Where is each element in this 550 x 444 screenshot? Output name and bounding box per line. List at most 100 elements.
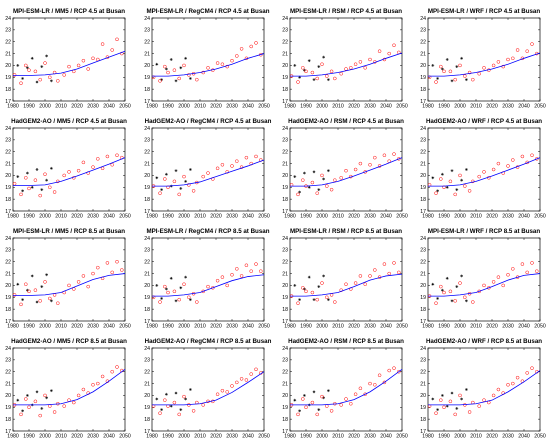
red-circle-point bbox=[24, 176, 28, 180]
chart-panel-6: HadGEM2-AO / RegCM4 / RCP 4.5 at Busan 17… bbox=[144, 118, 271, 220]
black-asterisk-point bbox=[465, 78, 468, 82]
black-asterisk-point bbox=[298, 298, 301, 302]
chart-title: HadGEM2-AO / WRF / RCP 4.5 at Busan bbox=[426, 118, 542, 125]
red-circle-point bbox=[442, 69, 446, 74]
asterisk-stroke bbox=[45, 179, 48, 182]
asterisk-stroke bbox=[436, 189, 439, 192]
chart-panel-5: HadGEM2-AO / MM5 / RCP 4.5 at Busan 17 18 1… bbox=[5, 118, 131, 220]
y-tick-label: 22 bbox=[282, 40, 288, 46]
asterisk-stroke bbox=[35, 390, 39, 394]
y-tick-label: 23 bbox=[144, 358, 150, 364]
red-circle-point bbox=[100, 374, 105, 379]
x-tick-label: 2050 bbox=[396, 324, 408, 330]
x-tick-label: 2010 bbox=[194, 214, 206, 220]
red-circle-point bbox=[67, 64, 71, 69]
asterisk-stroke bbox=[450, 169, 454, 172]
red-circle-point bbox=[471, 77, 475, 82]
red-circle-point bbox=[315, 76, 319, 81]
red-circle-point bbox=[177, 297, 181, 302]
x-tick-label: 2010 bbox=[55, 324, 67, 330]
red-circle-point bbox=[239, 274, 244, 278]
x-tick-label: 2030 bbox=[226, 434, 238, 440]
red-circle-point bbox=[158, 300, 162, 304]
red-circle-point bbox=[301, 178, 305, 182]
red-circle-point bbox=[67, 283, 71, 288]
y-tick-label: 21 bbox=[282, 381, 288, 387]
asterisk-stroke bbox=[455, 407, 458, 410]
x-tick-label: 2030 bbox=[87, 324, 99, 330]
x-tick-label: 2010 bbox=[470, 324, 482, 330]
red-circle-point bbox=[377, 49, 382, 53]
x-tick-label: 2030 bbox=[226, 324, 238, 330]
black-asterisk-point bbox=[40, 407, 44, 410]
plot-frame bbox=[151, 237, 265, 322]
x-tick-label: 2050 bbox=[119, 324, 131, 330]
red-circle-point bbox=[172, 400, 177, 405]
x-tick-label: 2010 bbox=[55, 214, 67, 220]
black-asterisk-point bbox=[465, 299, 468, 303]
plot-frame bbox=[289, 347, 403, 432]
asterisk-stroke bbox=[327, 298, 330, 301]
asterisk-stroke bbox=[189, 77, 192, 80]
asterisk-stroke bbox=[21, 189, 24, 192]
plot-frame bbox=[427, 237, 541, 322]
asterisk-stroke bbox=[317, 285, 320, 288]
asterisk-stroke bbox=[21, 77, 24, 80]
y-tick-label: 18 bbox=[5, 197, 11, 203]
red-circle-point bbox=[220, 388, 225, 393]
y-tick-label: 23 bbox=[5, 138, 11, 144]
black-asterisk-point bbox=[445, 404, 449, 408]
asterisk-stroke bbox=[26, 66, 29, 69]
black-asterisk-point bbox=[179, 286, 183, 290]
y-tick-label: 21 bbox=[5, 381, 11, 387]
y-tick-label: 22 bbox=[5, 370, 11, 376]
y-tick-label: 18 bbox=[420, 417, 426, 423]
chart-title: MPI-ESM-LR / MM5 / RCP 4.5 at Busan bbox=[13, 8, 125, 15]
red-circle-point bbox=[315, 412, 319, 417]
x-tick-label: 2040 bbox=[242, 104, 254, 110]
plot-frame bbox=[12, 347, 126, 432]
y-tick-label: 20 bbox=[5, 173, 11, 179]
red-circle-point bbox=[235, 267, 239, 271]
y-tick-label: 17 bbox=[144, 319, 150, 325]
x-tick-label: 2040 bbox=[518, 104, 530, 110]
trend-line bbox=[428, 370, 541, 406]
red-circle-point bbox=[110, 270, 114, 275]
x-tick-label: 2030 bbox=[364, 214, 376, 220]
red-circle-point bbox=[115, 37, 119, 42]
black-asterisk-point bbox=[50, 299, 53, 303]
red-circle-point bbox=[339, 403, 343, 407]
asterisk-stroke bbox=[170, 277, 173, 280]
red-circle-point bbox=[105, 154, 110, 159]
asterisk-stroke bbox=[155, 284, 158, 287]
plot-frame bbox=[151, 347, 265, 432]
x-tick-label: 2010 bbox=[55, 434, 67, 440]
black-asterisk-point bbox=[35, 168, 39, 171]
x-tick-label: 2050 bbox=[258, 104, 270, 110]
x-tick-label: 2010 bbox=[470, 214, 482, 220]
red-circle-point bbox=[463, 184, 467, 188]
red-circle-point bbox=[43, 172, 47, 176]
y-tick-label: 23 bbox=[420, 28, 426, 34]
red-circle-point bbox=[310, 180, 315, 185]
red-circle-point bbox=[62, 73, 66, 77]
x-tick-label: 1980 bbox=[284, 104, 296, 110]
y-tick-label: 20 bbox=[420, 63, 426, 69]
black-asterisk-point bbox=[436, 408, 439, 412]
y-tick-label: 23 bbox=[5, 28, 11, 34]
y-tick-label: 21 bbox=[144, 271, 150, 277]
y-tick-label: 24 bbox=[420, 126, 426, 132]
x-tick-label: 1990 bbox=[23, 104, 35, 110]
asterisk-stroke bbox=[189, 298, 192, 301]
red-circle-point bbox=[349, 401, 353, 406]
x-tick-label: 2040 bbox=[380, 434, 392, 440]
black-asterisk-point bbox=[26, 66, 29, 70]
plot-frame bbox=[289, 237, 403, 322]
x-tick-label: 2020 bbox=[486, 104, 498, 110]
x-tick-label: 1990 bbox=[162, 104, 174, 110]
red-circle-point bbox=[163, 177, 167, 181]
black-asterisk-point bbox=[298, 190, 301, 194]
red-circle-point bbox=[249, 372, 253, 376]
red-circle-point bbox=[325, 184, 329, 188]
black-asterisk-point bbox=[169, 58, 173, 61]
